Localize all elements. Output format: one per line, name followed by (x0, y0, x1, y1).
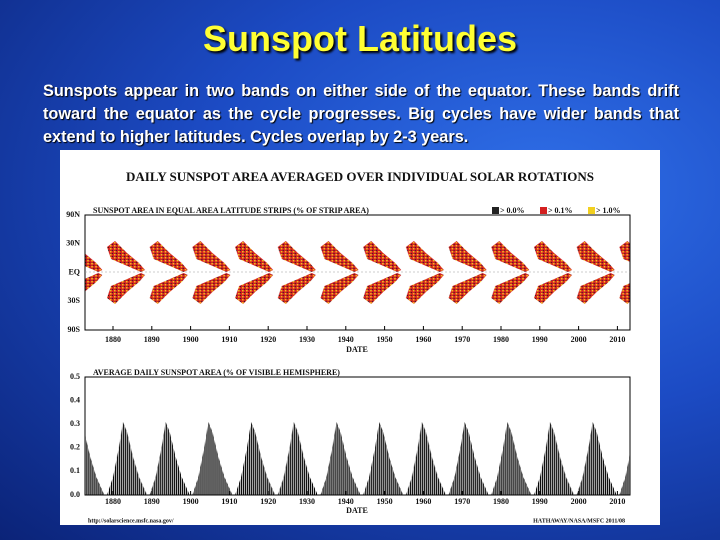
x-tick-label: 1980 (493, 335, 509, 344)
y-tick-label: 0.4 (70, 395, 80, 404)
x-tick-label: 1950 (377, 497, 393, 506)
figure-title: DAILY SUNSPOT AREA AVERAGED OVER INDIVID… (126, 169, 594, 184)
legend-entry: > 1.0% (596, 206, 621, 215)
y-tick-label: 0.2 (70, 443, 80, 452)
x-tick-label: 1970 (454, 335, 470, 344)
x-tick-label: 2010 (609, 335, 625, 344)
legend-entry: > 0.1% (548, 206, 573, 215)
y-tick-label: 30S (68, 296, 81, 305)
x-tick-label: 1930 (299, 497, 315, 506)
x-tick-label: 1990 (532, 335, 548, 344)
y-tick-label: 0.0 (70, 490, 80, 499)
x-tick-label: 1910 (221, 335, 237, 344)
y-tick-label: 90N (66, 210, 80, 219)
x-tick-label: 1890 (144, 335, 160, 344)
x-tick-label: 1880 (105, 335, 121, 344)
bottom-panel-title: AVERAGE DAILY SUNSPOT AREA (% OF VISIBLE… (93, 368, 340, 377)
x-tick-label: 2010 (609, 497, 625, 506)
legend-entry: > 0.0% (500, 206, 525, 215)
x-tick-label: 1950 (377, 335, 393, 344)
x-tick-label: 1890 (144, 497, 160, 506)
credit-right: HATHAWAY/NASA/MSFC 2011/08 (533, 518, 625, 524)
area-plot (84, 376, 631, 496)
top-panel-title: SUNSPOT AREA IN EQUAL AREA LATITUDE STRI… (93, 206, 369, 215)
x-tick-label: 1900 (183, 335, 199, 344)
x-tick-label: 1920 (260, 335, 276, 344)
x-axis-label: DATE (346, 345, 368, 354)
x-tick-label: 1910 (221, 497, 237, 506)
x-tick-label: 1930 (299, 335, 315, 344)
x-tick-label: 1920 (260, 497, 276, 506)
y-tick-label: EQ (68, 267, 80, 276)
y-tick-label: 0.1 (70, 466, 80, 475)
x-tick-label: 1880 (105, 497, 121, 506)
x-tick-label: 1900 (183, 497, 199, 506)
y-tick-label: 90S (68, 325, 81, 334)
slide-body: Sunspots appear in two bands on either s… (43, 82, 679, 146)
y-tick-label: 0.5 (70, 372, 80, 381)
slide-title: Sunspot Latitudes (203, 18, 517, 59)
x-tick-label: 1960 (415, 497, 431, 506)
x-tick-label: 1960 (415, 335, 431, 344)
y-tick-label: 30N (66, 239, 80, 248)
butterfly-diagram (84, 214, 631, 331)
x-tick-label: 2000 (571, 335, 587, 344)
x-tick-label: 1940 (338, 497, 354, 506)
x-tick-label: 1990 (532, 497, 548, 506)
x-axis-label: DATE (346, 506, 368, 515)
x-tick-label: 1980 (493, 497, 509, 506)
credit-left: http://solarscience.msfc.nasa.gov/ (88, 518, 174, 524)
x-tick-label: 1940 (338, 335, 354, 344)
x-tick-label: 2000 (571, 497, 587, 506)
y-tick-label: 0.3 (70, 419, 80, 428)
figure: DAILY SUNSPOT AREA AVERAGED OVER INDIVID… (60, 150, 660, 525)
x-tick-label: 1970 (454, 497, 470, 506)
